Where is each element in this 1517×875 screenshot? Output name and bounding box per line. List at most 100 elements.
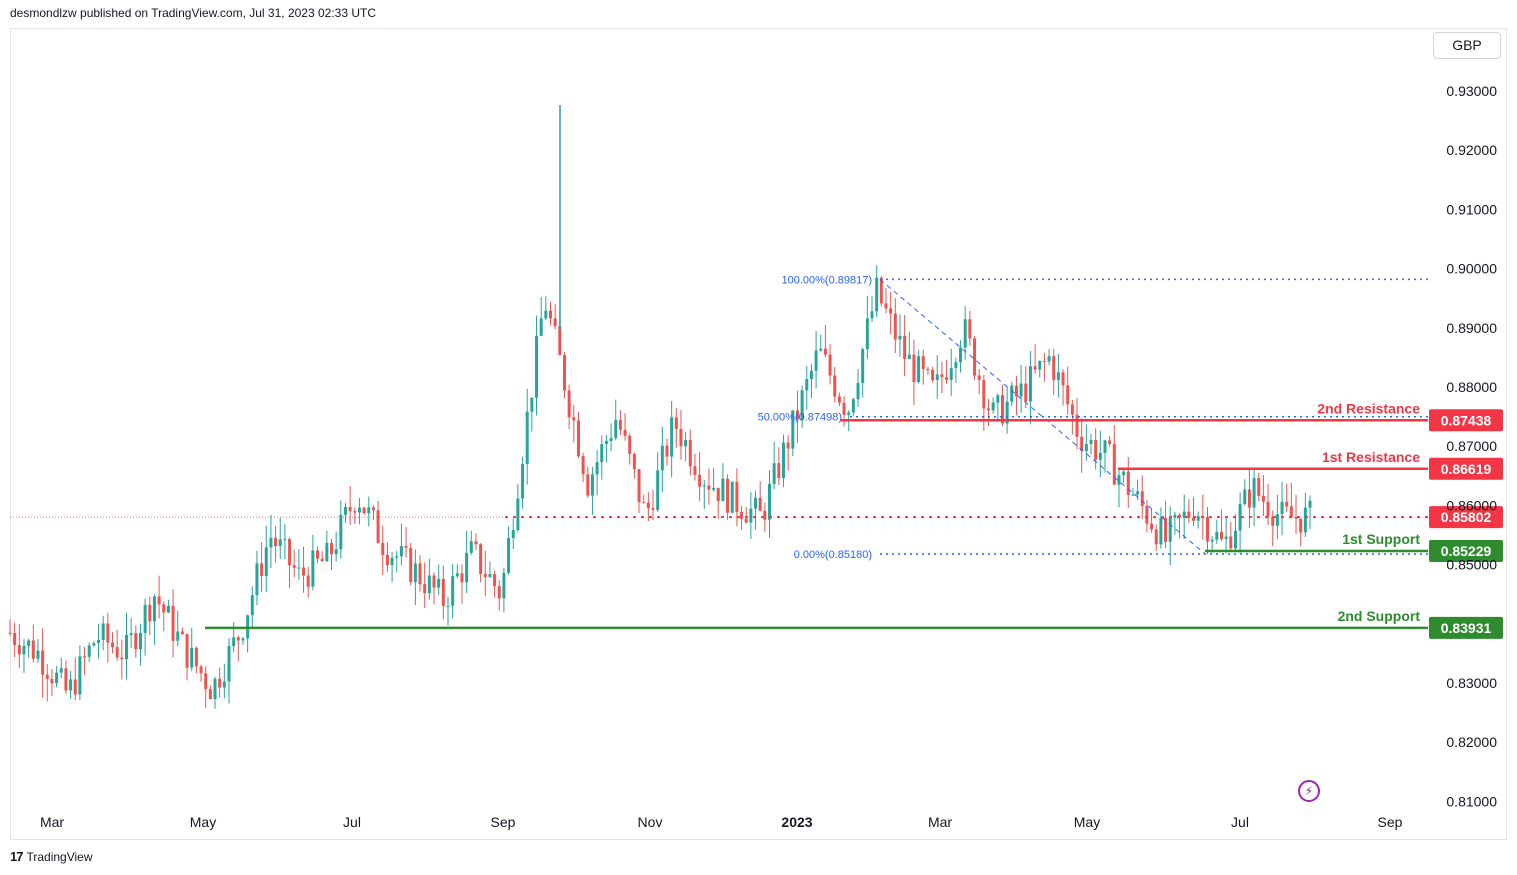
candle-body	[497, 586, 501, 599]
candle-body	[740, 512, 744, 519]
candle-body	[1131, 494, 1135, 496]
fib-label: 100.00%(0.89817)	[781, 274, 872, 286]
candle-body	[749, 508, 753, 523]
candle-body	[949, 368, 953, 380]
price-badge	[1429, 540, 1503, 563]
candle-body	[316, 550, 320, 559]
candle-body	[1252, 478, 1256, 508]
currency-button[interactable]: GBP	[1433, 32, 1501, 59]
candle-body	[255, 563, 259, 596]
y-tick-label: 0.93000	[1446, 83, 1497, 99]
candle-body	[614, 420, 618, 438]
level-label: 2nd Resistance	[1317, 400, 1420, 416]
candle-body	[730, 481, 734, 513]
candle-body	[334, 549, 338, 555]
candle-body	[600, 444, 604, 463]
footer-brand[interactable]: TradingView	[26, 849, 93, 864]
candle-body	[758, 497, 762, 511]
candle-body	[670, 417, 674, 457]
candle-body	[721, 478, 725, 502]
candle-body	[460, 573, 464, 583]
footer: 17 TradingView	[10, 849, 93, 864]
lightning-icon[interactable]: ⚡	[1298, 780, 1320, 802]
y-tick-label: 0.92000	[1446, 142, 1497, 158]
candle-body	[847, 412, 851, 415]
candle-body	[968, 319, 972, 339]
candle-body	[1224, 536, 1228, 540]
candle-body	[1005, 401, 1009, 424]
candle-body	[1052, 356, 1056, 381]
candle-body	[320, 558, 324, 562]
candle-body	[595, 462, 599, 475]
candle-body	[679, 429, 683, 447]
y-tick-label: 0.86000	[1446, 497, 1497, 513]
candle-body	[194, 647, 198, 667]
candle-body	[432, 575, 436, 588]
x-tick-label: May	[190, 814, 216, 830]
candle-body	[55, 672, 59, 684]
candle-body	[1061, 372, 1065, 386]
candle-body	[134, 633, 138, 650]
candle-body	[693, 466, 697, 475]
candle-body	[78, 656, 82, 695]
candle-body	[1103, 440, 1107, 454]
candle-body	[754, 497, 758, 509]
x-tick-label: Jul	[343, 814, 361, 830]
candle-body	[1047, 356, 1051, 362]
candle-body	[581, 456, 585, 475]
candle-body	[772, 463, 776, 484]
price-badge-label: 0.85802	[1441, 509, 1492, 525]
candle-body	[1089, 439, 1093, 444]
candle-body	[586, 474, 590, 496]
candle-body	[288, 538, 292, 566]
y-tick-label: 0.87000	[1446, 438, 1497, 454]
candle-body	[1243, 489, 1247, 505]
candle-body	[567, 390, 571, 418]
candle-body	[935, 374, 939, 380]
candle-body	[138, 632, 142, 650]
candle-body	[166, 605, 170, 613]
candle-body	[469, 541, 473, 553]
candle-body	[190, 647, 194, 668]
level-label: 2nd Support	[1338, 608, 1421, 624]
candle-body	[921, 356, 925, 370]
candle-body	[1299, 518, 1303, 533]
candle-body	[637, 469, 641, 503]
candle-body	[828, 354, 832, 376]
y-tick-label: 0.83000	[1446, 675, 1497, 691]
candle-body	[684, 439, 688, 447]
candle-body	[83, 656, 87, 658]
candle-body	[241, 638, 245, 641]
candle-body	[535, 335, 539, 398]
candle-body	[451, 576, 455, 606]
candle-body	[651, 508, 655, 510]
candle-body	[674, 417, 678, 430]
candle-body	[926, 369, 930, 371]
candle-body	[362, 507, 366, 514]
candle-body	[455, 573, 459, 577]
candle-body	[660, 445, 664, 471]
candle-body	[1014, 385, 1018, 397]
x-tick-label: May	[1074, 814, 1100, 830]
x-tick-label: Nov	[638, 814, 663, 830]
price-badge-label: 0.86619	[1441, 461, 1492, 477]
candle-body	[628, 435, 632, 454]
candle-body	[13, 633, 17, 646]
candle-body	[712, 487, 716, 490]
candle-body	[618, 420, 622, 430]
candle-body	[171, 605, 175, 641]
candle-body	[609, 437, 613, 441]
candle-body	[642, 502, 646, 504]
price-badge	[1429, 616, 1503, 639]
chart-frame	[10, 28, 1507, 840]
tradingview-logo-icon: 17	[10, 849, 24, 864]
candle-body	[870, 311, 874, 319]
candle-body	[92, 643, 96, 646]
candle-body	[553, 318, 557, 327]
candle-body	[795, 410, 799, 420]
candle-body	[562, 354, 566, 391]
price-badge-label: 0.87438	[1441, 412, 1492, 428]
candle-body	[1019, 383, 1023, 397]
candle-body	[64, 668, 68, 691]
